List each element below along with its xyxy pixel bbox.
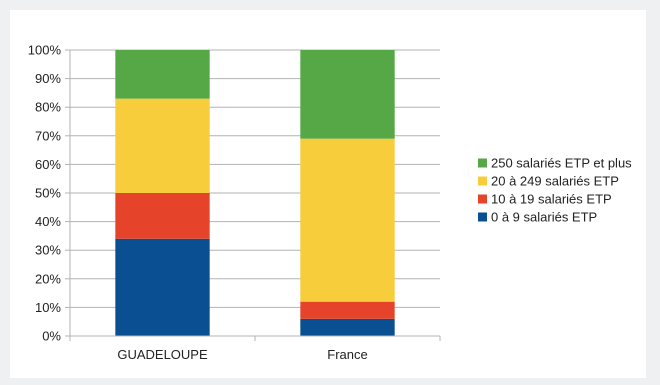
bars — [115, 50, 395, 336]
bar-segment — [115, 193, 210, 239]
legend-swatch — [478, 212, 487, 222]
y-tick-label: 20% — [35, 271, 61, 286]
legend-label: 20 à 249 salariés ETP — [491, 174, 619, 189]
y-tick-label: 80% — [35, 100, 61, 115]
bar-segment — [115, 50, 210, 99]
y-tick-label: 0% — [42, 329, 61, 344]
y-tick-label: 30% — [35, 243, 61, 258]
chart-panel: 0% 10% 20% 30% 40% 50% 60% 70% 80% 90% 100% GUADEL… — [10, 10, 646, 378]
legend-swatch — [478, 158, 487, 168]
x-axis-ticks: GUADELOUPE France — [69, 336, 441, 362]
y-tick-label: 100% — [28, 43, 62, 58]
bar-segment — [300, 50, 395, 139]
y-axis-ticks: 0% 10% 20% 30% 40% 50% 60% 70% 80% 90% 100% — [28, 43, 70, 344]
bar-segment — [115, 98, 210, 193]
legend-label: 0 à 9 salariés ETP — [491, 210, 597, 225]
x-tick-label: France — [327, 347, 367, 362]
y-tick-label: 60% — [35, 157, 61, 172]
y-tick-label: 10% — [35, 300, 61, 315]
legend-swatch — [478, 194, 487, 204]
x-tick-label: GUADELOUPE — [117, 347, 208, 362]
legend-label: 10 à 19 salariés ETP — [491, 192, 612, 207]
stacked-bar-chart: 0% 10% 20% 30% 40% 50% 60% 70% 80% 90% 100% GUADEL… — [28, 43, 632, 363]
bar-segment — [300, 301, 395, 319]
legend-swatch — [478, 176, 487, 186]
y-tick-label: 90% — [35, 71, 61, 86]
legend-label: 250 salariés ETP et plus — [491, 156, 632, 171]
legend: 250 salariés ETP et plus 20 à 249 salarié… — [478, 156, 632, 225]
bar-segment — [300, 318, 395, 336]
y-tick-label: 70% — [35, 128, 61, 143]
y-tick-label: 40% — [35, 214, 61, 229]
bar-segment — [115, 238, 210, 336]
bar-segment — [300, 138, 395, 302]
y-tick-label: 50% — [35, 186, 61, 201]
